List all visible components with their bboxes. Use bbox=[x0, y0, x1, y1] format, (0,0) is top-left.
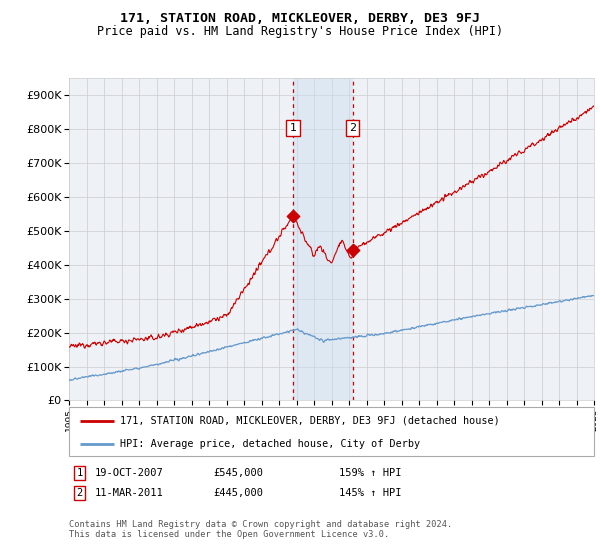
Text: 1: 1 bbox=[77, 468, 83, 478]
Text: 171, STATION ROAD, MICKLEOVER, DERBY, DE3 9FJ: 171, STATION ROAD, MICKLEOVER, DERBY, DE… bbox=[120, 12, 480, 25]
Text: 19-OCT-2007: 19-OCT-2007 bbox=[95, 468, 164, 478]
Text: 2: 2 bbox=[77, 488, 83, 498]
Text: HPI: Average price, detached house, City of Derby: HPI: Average price, detached house, City… bbox=[121, 439, 421, 449]
Point bbox=[348, 245, 358, 254]
Bar bbox=[293, 78, 353, 400]
Text: 145% ↑ HPI: 145% ↑ HPI bbox=[339, 488, 401, 498]
Text: Price paid vs. HM Land Registry's House Price Index (HPI): Price paid vs. HM Land Registry's House … bbox=[97, 25, 503, 38]
Text: Contains HM Land Registry data © Crown copyright and database right 2024.
This d: Contains HM Land Registry data © Crown c… bbox=[69, 520, 452, 539]
Text: 11-MAR-2011: 11-MAR-2011 bbox=[95, 488, 164, 498]
Text: £545,000: £545,000 bbox=[213, 468, 263, 478]
Text: £445,000: £445,000 bbox=[213, 488, 263, 498]
Text: 171, STATION ROAD, MICKLEOVER, DERBY, DE3 9FJ (detached house): 171, STATION ROAD, MICKLEOVER, DERBY, DE… bbox=[121, 416, 500, 426]
FancyBboxPatch shape bbox=[69, 407, 594, 456]
Text: 2: 2 bbox=[349, 123, 356, 133]
Point bbox=[288, 211, 298, 220]
Text: 159% ↑ HPI: 159% ↑ HPI bbox=[339, 468, 401, 478]
Text: 1: 1 bbox=[290, 123, 296, 133]
